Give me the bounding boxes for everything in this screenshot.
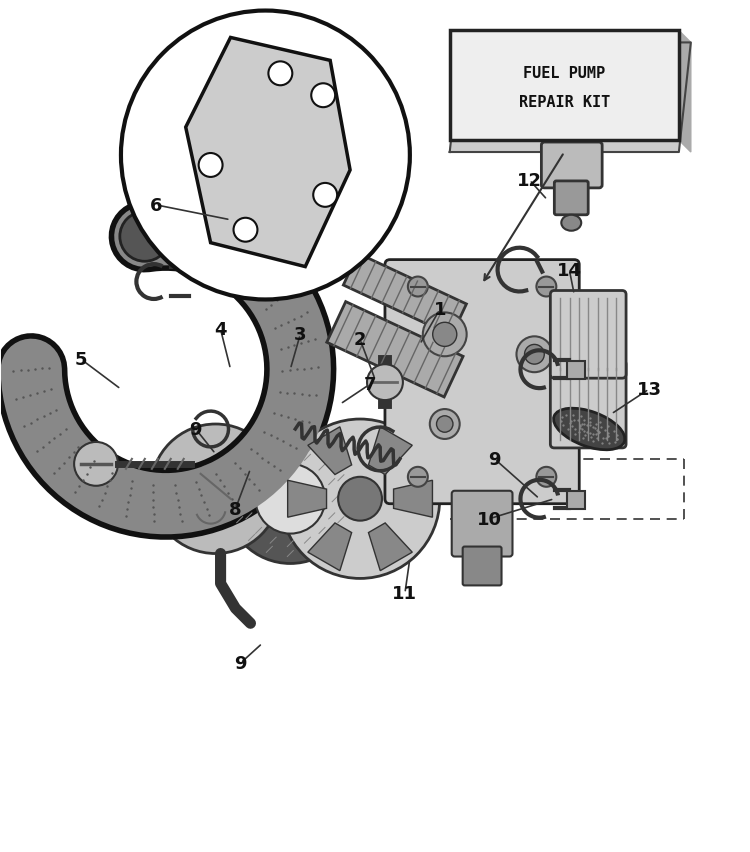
Polygon shape [327,302,463,398]
Text: 12: 12 [517,172,542,190]
FancyBboxPatch shape [554,181,588,216]
Text: 1: 1 [433,301,446,319]
Circle shape [268,62,292,86]
Circle shape [121,12,410,300]
Polygon shape [368,523,413,571]
Text: 3: 3 [294,326,307,344]
Circle shape [408,467,428,487]
FancyBboxPatch shape [450,32,679,141]
Circle shape [430,410,460,440]
FancyBboxPatch shape [385,261,579,504]
FancyBboxPatch shape [550,360,626,448]
Polygon shape [308,428,352,475]
FancyBboxPatch shape [463,547,502,585]
Text: 7: 7 [364,376,376,394]
Polygon shape [450,43,691,153]
Text: FUEL PUMP: FUEL PUMP [524,66,605,81]
Text: 8: 8 [230,500,242,518]
Polygon shape [186,38,350,268]
Polygon shape [679,32,691,153]
Text: 5: 5 [75,351,87,369]
Circle shape [311,84,335,108]
Polygon shape [368,428,413,475]
Circle shape [233,218,257,243]
Polygon shape [394,481,433,518]
Text: 4: 4 [214,321,226,339]
Polygon shape [308,523,352,571]
Circle shape [256,464,326,534]
Text: REPAIR KIT: REPAIR KIT [519,95,610,110]
Circle shape [151,424,280,554]
Text: 2: 2 [354,331,366,349]
Text: 10: 10 [477,510,502,528]
Circle shape [536,277,556,297]
FancyBboxPatch shape [542,143,602,188]
Bar [567,492,585,509]
Text: 13: 13 [637,381,662,399]
Bar [567,362,585,380]
Circle shape [199,154,223,178]
Text: 9: 9 [488,451,501,469]
Circle shape [436,417,453,433]
Circle shape [190,464,241,514]
Circle shape [536,467,556,487]
Circle shape [74,442,118,486]
Circle shape [408,277,428,297]
Circle shape [314,184,338,208]
Text: 14: 14 [556,262,582,279]
Text: 11: 11 [392,584,418,602]
Circle shape [280,419,440,579]
Circle shape [338,477,382,521]
Text: 9: 9 [234,654,247,672]
Ellipse shape [561,216,581,232]
FancyBboxPatch shape [550,291,626,379]
FancyBboxPatch shape [452,492,512,557]
Circle shape [367,365,403,400]
Circle shape [423,313,466,357]
Polygon shape [344,254,466,337]
Circle shape [226,435,355,564]
Circle shape [524,345,544,365]
Ellipse shape [554,409,625,450]
Text: 6: 6 [149,197,162,215]
Polygon shape [288,481,326,518]
Text: 9: 9 [190,421,202,439]
Circle shape [517,337,552,373]
Circle shape [120,212,170,262]
Circle shape [433,323,457,347]
